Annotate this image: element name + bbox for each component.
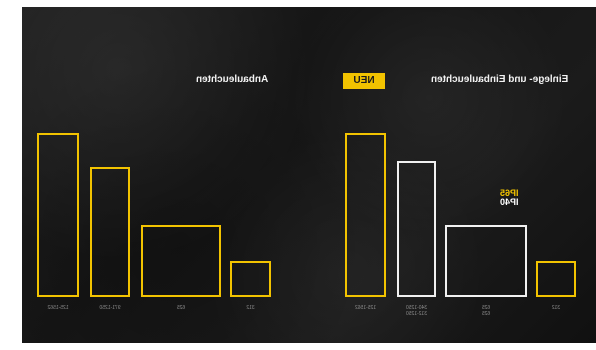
right-tick-4: 312: [551, 305, 561, 311]
left-bar-4: [230, 261, 271, 297]
right-tick-3: 625 625: [481, 305, 491, 317]
left-bar-1: [37, 133, 79, 297]
right-bar-3: [445, 225, 527, 297]
right-bar-2: [397, 161, 436, 297]
right-bar-4: [536, 261, 576, 297]
protection-rating: IP65 IP40: [500, 188, 519, 208]
left-group-title: Anbauleuchten: [196, 74, 269, 85]
left-tick-4: 312: [246, 305, 255, 311]
right-tick-1: 125-1562: [354, 305, 377, 311]
left-bar-2: [90, 167, 130, 297]
left-tick-1: 125-1562: [47, 305, 69, 311]
bottom-frame: [0, 343, 596, 350]
left-tick-3: 625: [176, 305, 186, 311]
left-bar-3: [141, 225, 221, 297]
left-frame: [0, 0, 22, 350]
left-tick-2: 971-1250: [99, 305, 121, 311]
top-frame: [0, 0, 596, 7]
new-badge: NEU: [343, 73, 385, 89]
ip-rating-bottom: IP40: [500, 197, 519, 208]
right-group-title: Einlege- und Einbauleuchten: [431, 74, 569, 85]
right-tick-2: 340-1250 312-1250: [405, 305, 428, 317]
right-bar-1: [345, 133, 386, 297]
